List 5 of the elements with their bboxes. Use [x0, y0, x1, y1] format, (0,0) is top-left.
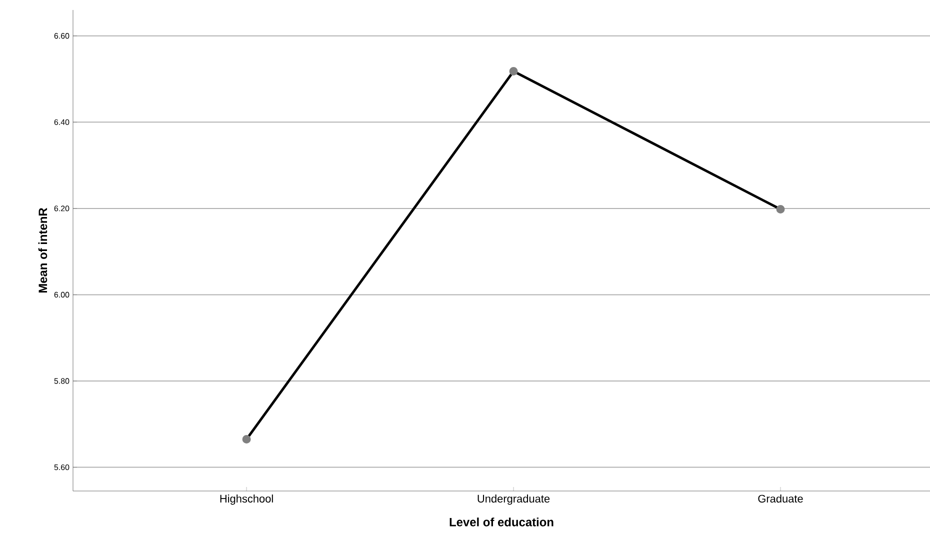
x-axis-title: Level of education: [450, 518, 554, 526]
x-tick-label: Highschool: [220, 494, 273, 505]
x-tick-label: Graduate: [758, 494, 803, 503]
x-tick-label: Undergraduate: [478, 494, 550, 505]
y-axis-title: Mean of intenR: [38, 208, 48, 293]
